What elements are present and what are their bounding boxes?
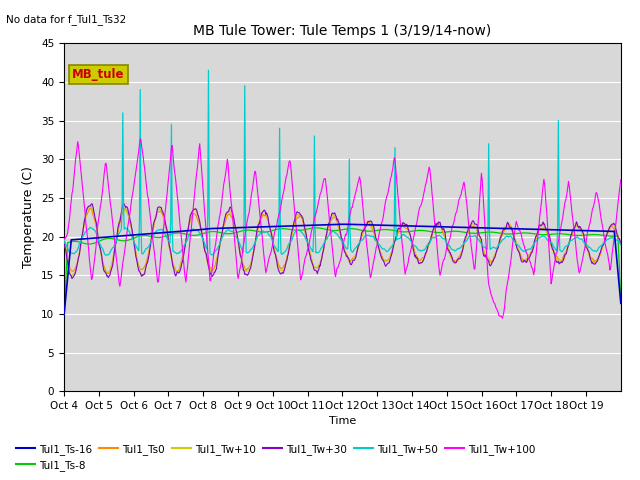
Legend: Tul1_Ts-16, Tul1_Ts-8, Tul1_Ts0, Tul1_Tw+10, Tul1_Tw+30, Tul1_Tw+50, Tul1_Tw+100: Tul1_Ts-16, Tul1_Ts-8, Tul1_Ts0, Tul1_Tw… [12, 439, 540, 475]
Title: MB Tule Tower: Tule Temps 1 (3/19/14-now): MB Tule Tower: Tule Temps 1 (3/19/14-now… [193, 24, 492, 38]
Text: MB_tule: MB_tule [72, 68, 125, 81]
Y-axis label: Temperature (C): Temperature (C) [22, 166, 35, 268]
X-axis label: Time: Time [329, 417, 356, 426]
Text: No data for f_Tul1_Ts32: No data for f_Tul1_Ts32 [6, 14, 127, 25]
